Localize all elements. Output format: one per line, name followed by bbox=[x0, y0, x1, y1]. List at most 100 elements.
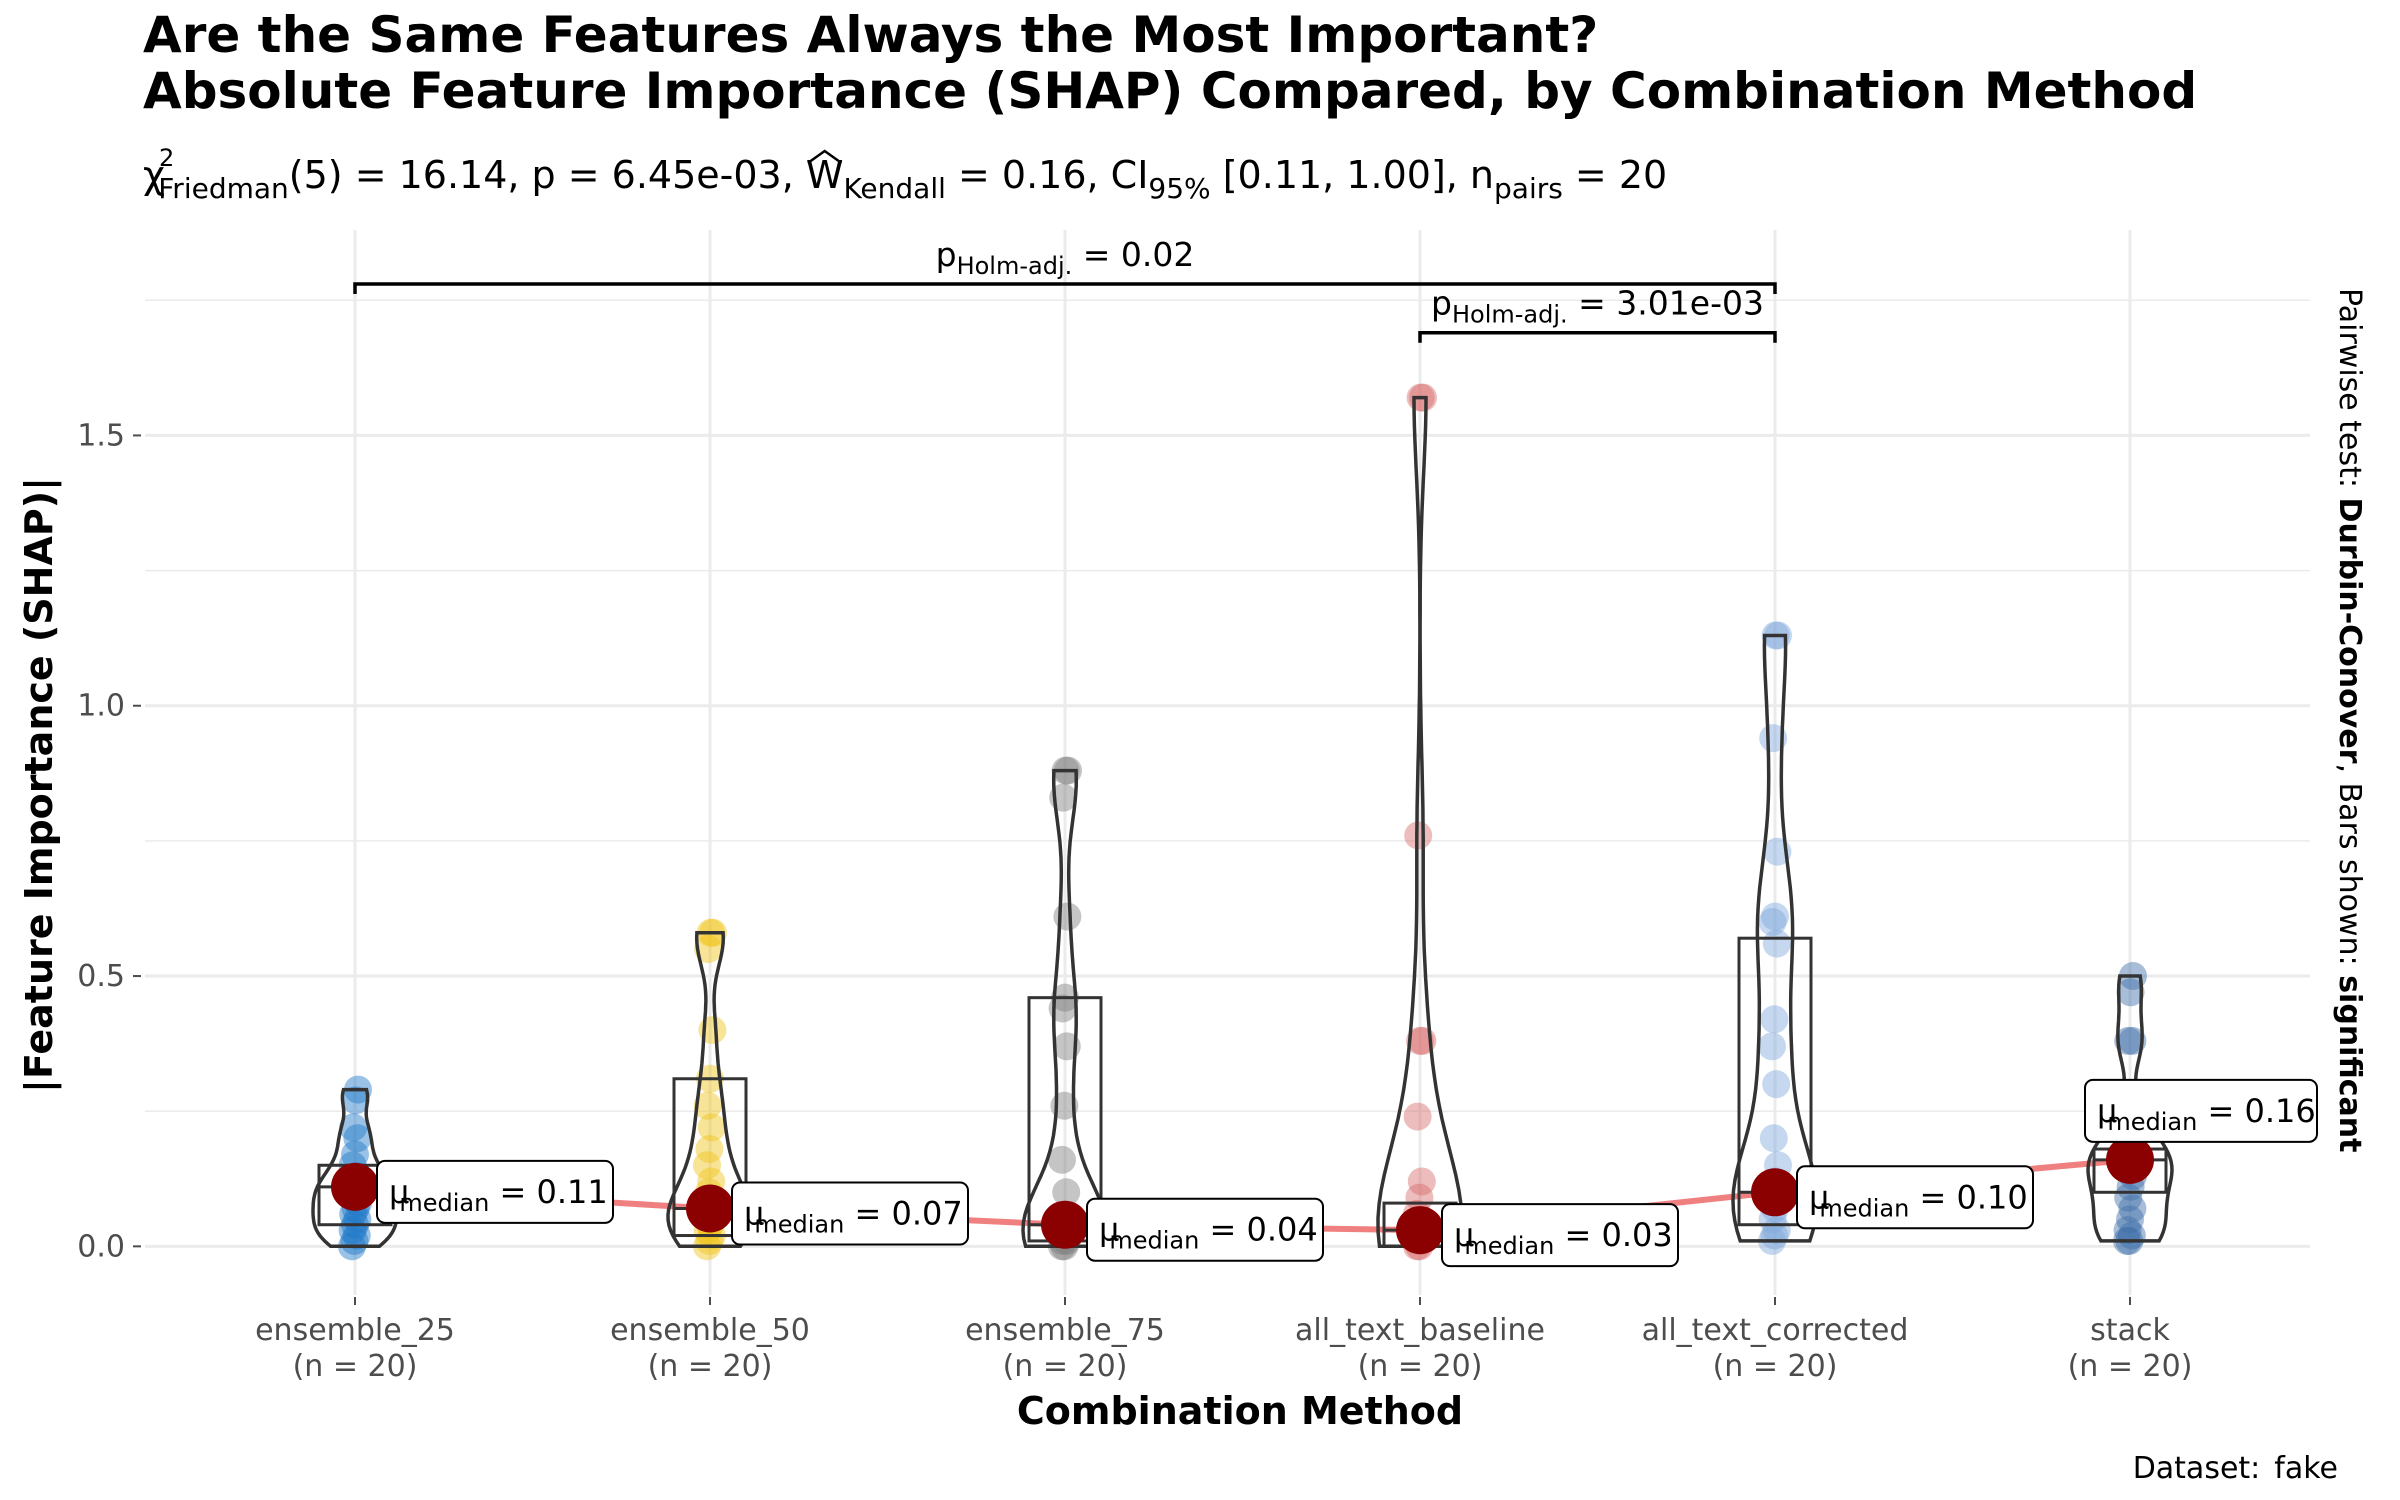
data-point bbox=[1052, 1178, 1081, 1207]
median-point bbox=[1396, 1206, 1444, 1255]
data-point bbox=[1760, 1005, 1789, 1034]
chi-symbol: χ bbox=[143, 153, 165, 197]
n-value: = 20 bbox=[1563, 153, 1667, 197]
x-tick-n-label: (n = 20) bbox=[293, 1349, 418, 1384]
ci-sub: 95% bbox=[1148, 172, 1210, 205]
dataset-caption: Dataset: fake bbox=[2133, 1451, 2338, 1486]
x-tick-n-label: (n = 20) bbox=[1713, 1349, 1838, 1384]
data-point bbox=[339, 1113, 368, 1142]
data-point bbox=[2118, 1194, 2147, 1223]
x-tick-n-label: (n = 20) bbox=[648, 1349, 773, 1384]
y-axis-ticks: 0.0 0.5 1.0 1.5 bbox=[77, 418, 141, 1264]
pairwise-note-shown: significant bbox=[2332, 975, 2367, 1152]
n-sub: pairs bbox=[1494, 172, 1563, 205]
bracket-label: pHolm-adj. = 3.01e-03 bbox=[1431, 284, 1764, 329]
pairwise-note-test: Durbin-Conover bbox=[2332, 498, 2367, 764]
data-point bbox=[1758, 907, 1787, 936]
x-tick-label: ensemble_25 bbox=[255, 1313, 455, 1348]
y-tick-label: 0.5 bbox=[77, 959, 125, 994]
median-label-box bbox=[1441, 1203, 1679, 1268]
data-point bbox=[2114, 1183, 2143, 1212]
median-label-text: μmedian = 0.11 bbox=[389, 1173, 608, 1217]
x-tick-label: all_text_corrected bbox=[1642, 1313, 1909, 1348]
median-label-text: μmedian = 0.10 bbox=[1809, 1178, 2028, 1222]
x-tick-n-label: (n = 20) bbox=[1358, 1349, 1483, 1384]
median-label-box bbox=[2084, 1078, 2318, 1143]
w-sub: Kendall bbox=[843, 172, 945, 205]
x-tick-n-label: (n = 20) bbox=[1003, 1349, 1128, 1384]
median-label-box bbox=[1796, 1165, 2034, 1230]
data-point bbox=[1761, 902, 1789, 931]
data-point bbox=[2116, 978, 2145, 1007]
data-point bbox=[1406, 1026, 1434, 1055]
grid-lines bbox=[145, 230, 2310, 1295]
data-point bbox=[338, 1216, 367, 1245]
y-tick-label: 0.0 bbox=[77, 1229, 125, 1264]
median-label-box bbox=[376, 1159, 614, 1224]
median-label-text: μmedian = 0.03 bbox=[1454, 1216, 1673, 1260]
ci-value: [0.11, 1.00], n bbox=[1211, 153, 1494, 197]
chart-subtitle: χ2 Friedman(5) = 16.14, p = 6.45e-03, WKe… bbox=[143, 144, 1667, 205]
violin-shape bbox=[1021, 768, 1109, 1249]
data-point bbox=[2114, 1026, 2143, 1055]
chi-sup: 2 bbox=[159, 144, 174, 172]
bracket-label: pHolm-adj. = 0.02 bbox=[936, 235, 1195, 280]
data-point bbox=[342, 1221, 371, 1250]
bracket-line bbox=[1418, 330, 1777, 343]
x-tick-label: stack bbox=[2090, 1313, 2170, 1348]
data-point bbox=[1762, 929, 1791, 958]
median-label-text: μmedian = 0.16 bbox=[2097, 1092, 2316, 1136]
data-point bbox=[694, 935, 723, 964]
w-hat-mark bbox=[807, 149, 843, 165]
data-point bbox=[697, 1113, 726, 1142]
box-rect bbox=[672, 1077, 748, 1238]
median-label-box bbox=[1086, 1197, 1324, 1262]
median-label-box bbox=[731, 1181, 969, 1246]
data-point bbox=[1762, 1216, 1791, 1245]
data-point bbox=[2118, 1026, 2147, 1055]
chi-sub: Friedman bbox=[158, 172, 289, 205]
violin-shape bbox=[666, 931, 754, 1249]
x-tick-label: ensemble_75 bbox=[965, 1313, 1165, 1348]
median-point bbox=[1751, 1168, 1799, 1217]
data-points bbox=[338, 383, 2147, 1261]
data-point bbox=[343, 1205, 372, 1234]
pairwise-note-prefix: Pairwise test: bbox=[2332, 288, 2367, 498]
data-point bbox=[1048, 1145, 1076, 1174]
data-point bbox=[341, 1140, 369, 1169]
median-labels: μmedian = 0.11 μmedian = 0.07 μmedian = 0.… bbox=[376, 1078, 2318, 1268]
y-axis-title: |Feature Importance (SHAP)| bbox=[17, 477, 62, 1093]
violin-shape bbox=[1376, 395, 1464, 1249]
pairwise-note-mid: , Bars shown: bbox=[2332, 763, 2367, 975]
data-point bbox=[1053, 902, 1082, 931]
median-point bbox=[686, 1184, 734, 1233]
data-point bbox=[693, 1091, 722, 1120]
data-point bbox=[1405, 1183, 1434, 1212]
median-point bbox=[331, 1162, 379, 1211]
y-tick-label: 1.5 bbox=[77, 418, 125, 453]
data-point bbox=[695, 1135, 724, 1164]
median-points bbox=[331, 1135, 2154, 1255]
x-tick-label: all_text_baseline bbox=[1295, 1313, 1545, 1348]
w-value: = 0.16, CI bbox=[946, 153, 1149, 197]
x-tick-label: ensemble_50 bbox=[610, 1313, 810, 1348]
pairwise-test-note: Pairwise test: Durbin-Conover, Bars show… bbox=[2332, 288, 2367, 1152]
data-point bbox=[1407, 1167, 1436, 1196]
caption-label: Dataset: bbox=[2133, 1451, 2261, 1486]
violins bbox=[311, 395, 2174, 1249]
x-tick-n-label: (n = 20) bbox=[2068, 1349, 2193, 1384]
chart-title-line1: Are the Same Features Always the Most Im… bbox=[143, 6, 1598, 64]
median-label-text: μmedian = 0.07 bbox=[744, 1195, 963, 1239]
data-point bbox=[341, 1086, 370, 1115]
chart-title-line2: Absolute Feature Importance (SHAP) Compa… bbox=[143, 62, 2197, 120]
bracket-line bbox=[353, 282, 1777, 295]
chi-value: (5) = 16.14, p = 6.45e-03, bbox=[289, 153, 806, 197]
x-axis-title: Combination Method bbox=[1017, 1389, 1463, 1433]
significance-brackets: pHolm-adj. = 0.02 pHolm-adj. = 3.01e-03 bbox=[353, 235, 1777, 343]
median-point bbox=[1041, 1200, 1089, 1249]
data-point bbox=[693, 1151, 721, 1180]
violin-shape bbox=[1731, 633, 1819, 1243]
data-point bbox=[1403, 1102, 1432, 1131]
median-point bbox=[2106, 1135, 2154, 1184]
